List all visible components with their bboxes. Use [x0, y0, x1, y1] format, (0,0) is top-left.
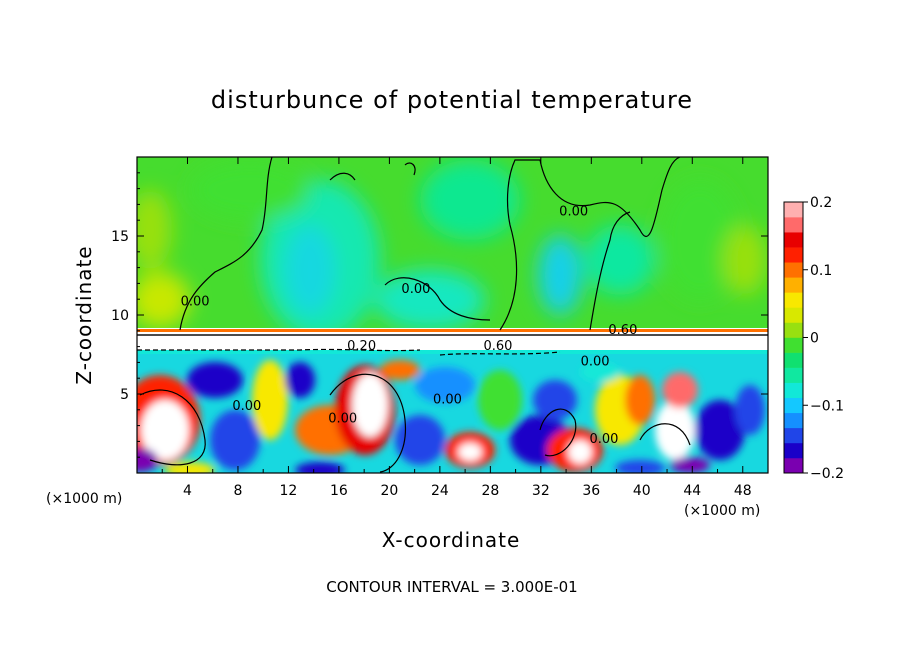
lower-field-texture: [137, 360, 765, 473]
colorbar-swatch: [784, 202, 803, 218]
heatmap-field: [137, 157, 768, 473]
x-tick-label: 24: [431, 483, 449, 499]
colorbar-swatch: [784, 292, 803, 308]
colorbar-swatch: [784, 247, 803, 263]
x-tick-label: 32: [532, 483, 550, 499]
contour-label: 0.00: [232, 399, 261, 414]
upper-field-texture: [137, 160, 767, 340]
colorbar-tick-label: 0.2: [810, 195, 832, 211]
contour-labels: 0.00 0.00 0.00 0.60 0.60 0.20 0.00 0.00 0.00 0.00…: [181, 204, 638, 447]
x-tick-label: 8: [233, 483, 242, 499]
x-axis-label: X-coordinate: [381, 528, 521, 552]
contour-label: 0.00: [589, 432, 618, 447]
contour-label: 0.00: [559, 204, 588, 219]
dashed-contours: [137, 348, 561, 356]
colorbar-swatch: [784, 217, 803, 233]
x-tick-label: 44: [683, 483, 701, 499]
x-tick-label: 48: [734, 483, 752, 499]
colorbar-swatch: [784, 397, 803, 414]
colorbar: [783, 201, 804, 474]
contour-lines: [139, 157, 691, 473]
colorbar-swatch: [784, 427, 803, 444]
x-tick-label: 12: [280, 483, 298, 499]
contour-label: 0.00: [433, 392, 462, 407]
colorbar-swatch: [784, 352, 803, 368]
contour-label: 0.00: [581, 355, 610, 370]
contour-label: 0.00: [328, 411, 357, 426]
y-tick-label: 5: [120, 387, 129, 403]
colorbar-swatch: [784, 322, 803, 338]
contour-label: 0.60: [608, 323, 637, 338]
colorbar-swatch: [784, 367, 803, 383]
x-tick-label: 4: [183, 483, 192, 499]
contour-label: 0.00: [401, 282, 430, 297]
x-tick-label: 20: [380, 483, 398, 499]
colorbar-swatch: [784, 442, 803, 459]
y-tick-label: 10: [111, 308, 129, 324]
colorbar-swatch: [784, 412, 803, 429]
z-unit-label: (×1000 m): [46, 491, 123, 507]
colorbar-swatch: [784, 277, 803, 293]
x-tick-label: 16: [330, 483, 348, 499]
colorbar-tick-label: 0.1: [810, 263, 832, 279]
x-tick-label: 36: [582, 483, 600, 499]
x-tick-label: 40: [633, 483, 651, 499]
colorbar-tick-label: −0.2: [810, 466, 844, 482]
contour-label: 0.60: [483, 339, 512, 354]
colorbar-tick-label: −0.1: [810, 398, 844, 414]
colorbar-swatch: [784, 337, 803, 353]
colorbar-tick-label: 0: [810, 331, 819, 347]
y-tick-label: 15: [111, 229, 129, 245]
contour-interval-note: CONTOUR INTERVAL = 3.000E-01: [326, 578, 578, 596]
colorbar-swatch: [784, 457, 803, 474]
colorbar-swatch: [784, 307, 803, 323]
colorbar-ticks: 0.2 0.1 0 −0.1 −0.2: [803, 195, 844, 482]
x-tick-label: 28: [481, 483, 499, 499]
contour-label: 0.20: [347, 339, 376, 354]
chart-title: disturbunce of potential temperature: [210, 86, 694, 114]
colorbar-swatch: [784, 232, 803, 248]
contour-label: 0.00: [181, 295, 210, 310]
colorbar-swatch: [784, 262, 803, 278]
x-unit-label: (×1000 m): [684, 503, 761, 519]
y-axis: 5 10 15: [111, 172, 768, 458]
y-axis-label: Z-coordinate: [72, 245, 96, 385]
colorbar-swatch: [784, 382, 803, 399]
x-axis: 4 8 12 16 20 24 28 32 36 40 44 48: [161, 157, 752, 499]
